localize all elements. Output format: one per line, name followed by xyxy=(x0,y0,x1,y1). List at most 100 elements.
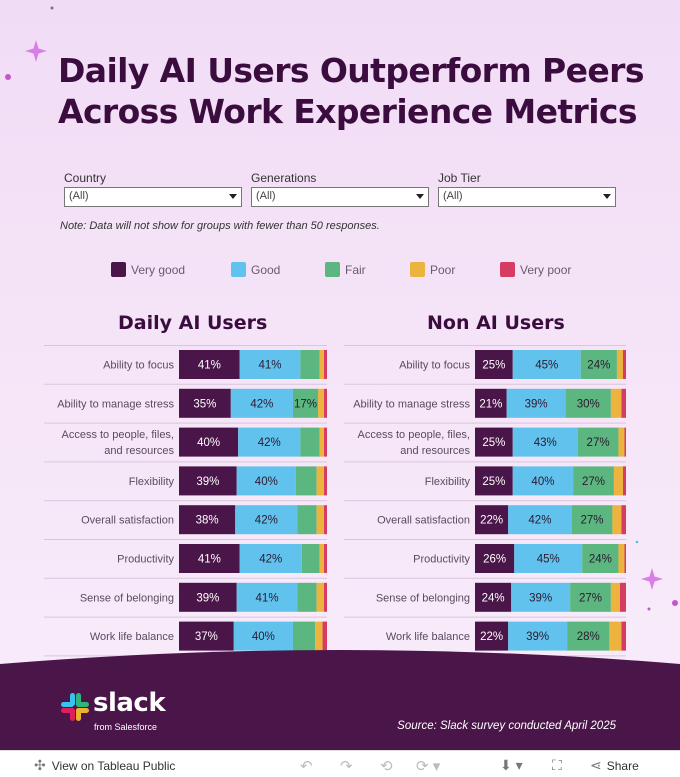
view-label: View on Tableau Public xyxy=(51,758,176,773)
dropdown-caret-icon xyxy=(416,194,424,199)
data-label: 39% xyxy=(196,592,219,604)
filter-job-tier: Job Tier (All) xyxy=(438,171,616,207)
bar-segment-very-poor xyxy=(322,621,327,651)
select-value: (All) xyxy=(443,190,463,202)
bar-segment-good xyxy=(508,621,568,651)
bar-segment-very-poor xyxy=(619,582,626,612)
filter-country: Country (All) xyxy=(64,171,242,207)
bar-segment-poor xyxy=(316,505,325,535)
bar-segment-very-poor xyxy=(621,505,626,535)
legend-swatch xyxy=(410,262,425,277)
bar-segment-good xyxy=(230,388,293,418)
view-on-tableau-button[interactable]: ✣ View on Tableau Public xyxy=(34,757,175,774)
redo-button[interactable]: ↷ xyxy=(340,757,353,775)
data-label: 42% xyxy=(528,515,551,527)
bar-segment-very-good xyxy=(475,427,513,457)
bar-segment-very-good xyxy=(475,505,509,535)
category-label: Sense of belonging xyxy=(80,592,174,604)
bar-segment-poor xyxy=(319,427,325,457)
bar-segment-very-good xyxy=(475,621,509,651)
bar-segment-very-poor xyxy=(324,582,327,612)
bar-segment-very-good xyxy=(475,350,513,379)
data-label: 45% xyxy=(537,554,560,566)
data-label: 25% xyxy=(482,437,505,449)
slack-logo: slack from Salesforce xyxy=(60,688,200,738)
legend-item-fair[interactable]: Fair xyxy=(325,262,366,277)
data-label: 40% xyxy=(255,476,278,488)
bar-segment-very-poor xyxy=(622,466,626,496)
bar-segment-fair xyxy=(582,544,619,573)
legend-item-very-poor[interactable]: Very poor xyxy=(500,262,571,277)
bar-segment-very-good xyxy=(179,350,240,379)
legend-item-very-good[interactable]: Very good xyxy=(111,262,185,277)
tableau-toolbar: ✣ View on Tableau Public ↶ ↷ ⟲ ⟳ ▾ ⬇ ▾ ⛶… xyxy=(0,750,680,777)
country-select[interactable]: (All) xyxy=(64,187,242,207)
download-icon: ⬇ ▾ xyxy=(500,757,523,773)
bar-segment-good xyxy=(512,466,574,496)
legend-swatch xyxy=(231,262,246,277)
chart-legend: Very good Good Fair Poor Very poor xyxy=(0,262,680,280)
share-button[interactable]: ⋖ Share xyxy=(590,757,639,774)
bar-segment-very-poor xyxy=(324,466,327,496)
bar-segment-very-poor xyxy=(324,350,327,379)
bar-segment-good xyxy=(239,544,302,573)
filter-label: Job Tier xyxy=(438,171,481,185)
bar-segment-very-poor xyxy=(324,388,327,418)
bar-segment-poor xyxy=(618,544,625,573)
legend-label: Fair xyxy=(345,262,366,277)
data-label: 27% xyxy=(582,476,605,488)
filter-generations: Generations (All) xyxy=(251,171,429,207)
data-label: 22% xyxy=(480,631,503,643)
bar-segment-poor xyxy=(613,466,623,496)
data-label: 40% xyxy=(531,476,554,488)
category-label: Overall satisfaction xyxy=(81,515,174,527)
bar-segment-good xyxy=(512,427,578,457)
data-label: 45% xyxy=(535,360,558,372)
generations-select[interactable]: (All) xyxy=(251,187,429,207)
filter-label: Country xyxy=(64,171,107,185)
bar-segment-very-good xyxy=(179,427,239,457)
legend-item-poor[interactable]: Poor xyxy=(410,262,455,277)
bar-segment-poor xyxy=(618,427,625,457)
category-label: Productivity xyxy=(117,554,174,566)
footer-band xyxy=(0,650,680,750)
data-label: 41% xyxy=(198,554,221,566)
legend-swatch xyxy=(500,262,515,277)
bar-segment-very-poor xyxy=(324,427,327,457)
revert-button[interactable]: ⟲ xyxy=(380,757,393,775)
category-label: Ability to manage stress xyxy=(353,398,470,410)
bar-segment-very-good xyxy=(179,388,231,418)
data-label: 30% xyxy=(577,398,600,410)
bar-segment-very-poor xyxy=(622,350,626,379)
data-label: 35% xyxy=(193,398,216,410)
bar-segment-very-poor xyxy=(621,388,626,418)
bar-segment-good xyxy=(512,350,581,379)
category-label: Productivity xyxy=(413,554,470,566)
data-label: 39% xyxy=(526,631,549,643)
fullscreen-button[interactable]: ⛶ xyxy=(552,757,562,774)
bar-segment-good xyxy=(236,582,298,612)
job-tier-select[interactable]: (All) xyxy=(438,187,616,207)
sparkle-decoration-right xyxy=(635,540,678,611)
legend-label: Very good xyxy=(131,262,186,277)
data-label: 41% xyxy=(198,360,221,372)
download-button[interactable]: ⬇ ▾ xyxy=(500,757,523,774)
data-label: 27% xyxy=(581,515,604,527)
bar-segment-very-good xyxy=(179,582,237,612)
refresh-button[interactable]: ⟳ ▾ xyxy=(416,757,440,775)
bar-segment-poor xyxy=(316,582,325,612)
undo-button[interactable]: ↶ xyxy=(300,757,313,775)
data-label: 24% xyxy=(587,360,610,372)
bar-segment-fair xyxy=(292,388,319,418)
data-label: 39% xyxy=(529,592,552,604)
legend-item-good[interactable]: Good xyxy=(231,262,280,277)
category-label: Ability to focus xyxy=(399,360,470,372)
bar-segment-fair xyxy=(297,582,317,612)
panel-title-non-ai: Non AI Users xyxy=(427,312,565,334)
bar-segment-good xyxy=(239,350,301,379)
bar-segment-fair xyxy=(577,427,619,457)
data-label: 27% xyxy=(579,592,602,604)
bar-segment-very-good xyxy=(475,582,512,612)
data-label: 24% xyxy=(589,554,612,566)
data-label: 39% xyxy=(525,398,548,410)
